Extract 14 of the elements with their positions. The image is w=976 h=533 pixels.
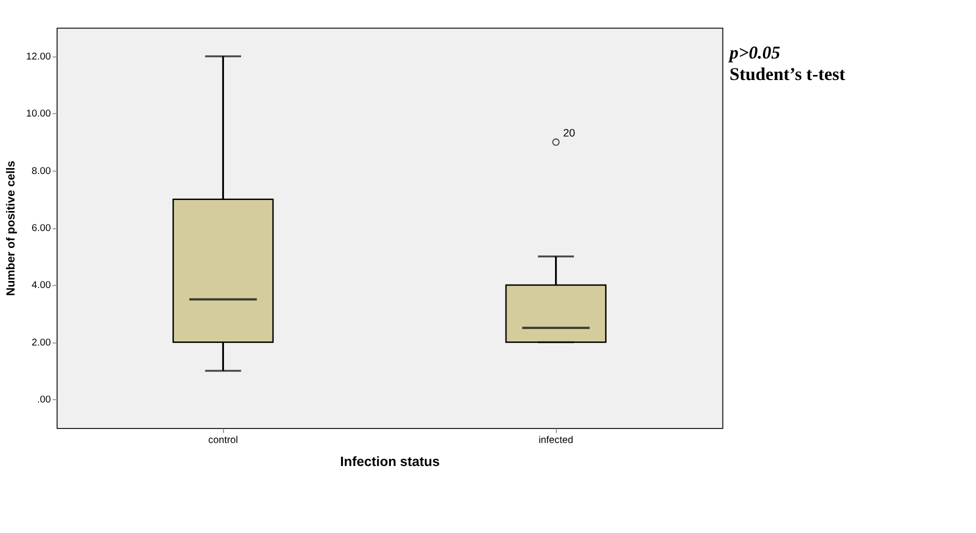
y-axis-title: Number of positive cells	[4, 160, 18, 296]
text: p>0.05	[728, 42, 780, 62]
x-tick-label: infected	[538, 434, 574, 446]
y-tick-label: 8.00	[32, 166, 52, 177]
x-tick-label: control	[208, 434, 238, 446]
y-tick-label: 4.00	[32, 280, 52, 292]
text: Student’s t-test	[730, 64, 846, 84]
y-tick-label: 12.00	[26, 51, 52, 62]
annotation: 20	[563, 128, 576, 140]
y-tick-label: 10.00	[26, 108, 52, 120]
y-tick-label: 2.00	[32, 337, 52, 348]
y-tick-label: .00	[37, 394, 52, 406]
x-axis-title: Infection status	[340, 454, 440, 470]
y-tick-label: 6.00	[32, 223, 52, 234]
